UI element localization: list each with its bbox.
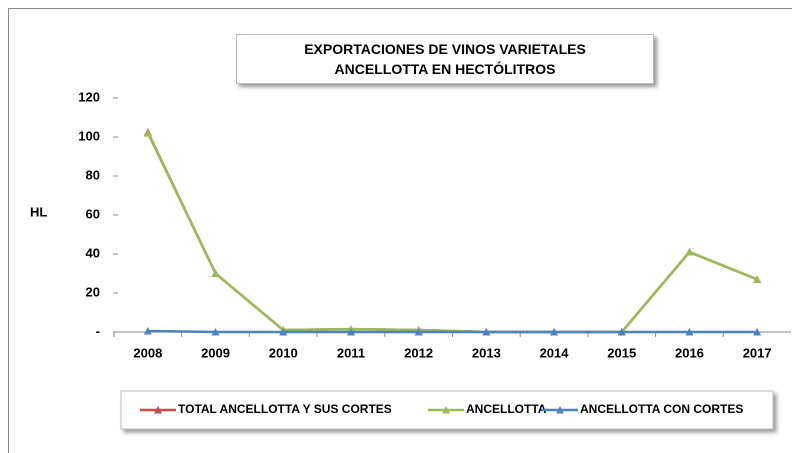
data-point [143, 327, 152, 335]
series-line [147, 329, 758, 334]
y-axis-label: HL [30, 204, 47, 219]
data-point [143, 129, 152, 137]
chart-title: EXPORTACIONES DE VINOS VARIETALES ANCELL… [236, 34, 654, 84]
series-line [146, 131, 758, 334]
data-point [482, 328, 491, 336]
data-point [685, 328, 694, 336]
x-tick-label: 2008 [133, 345, 162, 360]
data-point [550, 328, 559, 336]
data-point [753, 275, 762, 283]
y-tick-label: 20 [86, 284, 100, 299]
legend-marker [442, 406, 450, 414]
data-point [211, 328, 220, 336]
legend-label: TOTAL ANCELLOTTA Y SUS CORTES [178, 402, 392, 416]
series-line [146, 132, 758, 334]
y-tick-label: 40 [86, 245, 100, 260]
x-tick-label: 2011 [337, 345, 365, 360]
data-point [346, 328, 355, 336]
y-tick-label: - [96, 323, 100, 338]
x-tick-label: 2009 [201, 345, 230, 360]
legend-label: ANCELLOTTA CON CORTES [580, 402, 743, 416]
y-tick-label: 120 [78, 89, 100, 104]
legend-marker [556, 406, 564, 414]
data-point [414, 328, 423, 336]
data-point [685, 248, 694, 256]
x-tick-label: 2012 [404, 345, 433, 360]
x-tick-label: 2014 [540, 345, 570, 360]
x-tick-label: 2015 [607, 345, 636, 360]
data-point [279, 328, 288, 336]
legend-label: ANCELLOTTA [466, 402, 547, 416]
y-tick-label: 100 [78, 128, 100, 143]
x-tick-label: 2017 [743, 345, 772, 360]
y-tick-label: 60 [86, 206, 100, 221]
legend-marker [154, 406, 162, 414]
y-tick-label: 80 [86, 167, 100, 182]
chart-border [8, 8, 792, 453]
x-tick-label: 2013 [472, 345, 501, 360]
data-point [211, 269, 220, 277]
x-tick-label: 2010 [269, 345, 298, 360]
data-point [617, 328, 626, 336]
data-point [753, 328, 762, 336]
x-tick-label: 2016 [675, 345, 704, 360]
